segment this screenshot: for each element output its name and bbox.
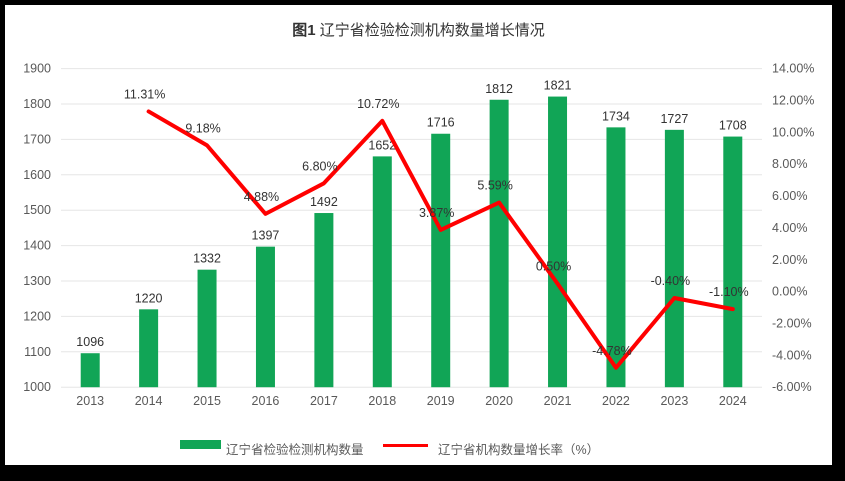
svg-text:1700: 1700: [23, 132, 51, 146]
svg-text:2013: 2013: [76, 394, 104, 408]
svg-text:1400: 1400: [23, 239, 51, 253]
svg-text:-4.00%: -4.00%: [772, 348, 812, 362]
svg-text:2014: 2014: [135, 394, 163, 408]
svg-text:2022: 2022: [602, 394, 630, 408]
svg-text:1821: 1821: [544, 79, 572, 93]
svg-text:2019: 2019: [427, 394, 455, 408]
svg-text:12.00%: 12.00%: [772, 93, 814, 107]
svg-text:-4.78%: -4.78%: [592, 344, 632, 358]
svg-text:2023: 2023: [660, 394, 688, 408]
svg-text:2.00%: 2.00%: [772, 253, 807, 267]
svg-text:1200: 1200: [23, 309, 51, 323]
svg-text:5.59%: 5.59%: [477, 179, 512, 193]
svg-text:4.88%: 4.88%: [244, 190, 279, 204]
svg-text:1716: 1716: [427, 116, 455, 130]
svg-text:1492: 1492: [310, 195, 338, 209]
svg-text:1800: 1800: [23, 97, 51, 111]
svg-text:2017: 2017: [310, 394, 338, 408]
svg-text:1727: 1727: [660, 112, 688, 126]
svg-text:4.00%: 4.00%: [772, 221, 807, 235]
svg-text:2016: 2016: [252, 394, 280, 408]
svg-text:2024: 2024: [719, 394, 747, 408]
svg-text:14.00%: 14.00%: [772, 62, 814, 76]
svg-text:1900: 1900: [23, 62, 51, 76]
svg-text:1812: 1812: [485, 82, 513, 96]
svg-text:1100: 1100: [24, 345, 51, 359]
svg-text:11.31%: 11.31%: [124, 87, 165, 101]
svg-text:1708: 1708: [719, 119, 747, 133]
svg-text:2015: 2015: [193, 394, 221, 408]
svg-text:1600: 1600: [23, 168, 51, 182]
svg-text:1220: 1220: [135, 291, 163, 305]
svg-text:1500: 1500: [23, 203, 51, 217]
svg-text:1734: 1734: [602, 109, 630, 123]
svg-text:-0.40%: -0.40%: [651, 274, 691, 288]
svg-text:0.00%: 0.00%: [772, 285, 807, 299]
svg-text:3.87%: 3.87%: [419, 206, 454, 220]
svg-text:9.18%: 9.18%: [185, 121, 220, 135]
svg-text:0.50%: 0.50%: [536, 260, 571, 274]
svg-text:1332: 1332: [193, 252, 221, 266]
svg-text:10.00%: 10.00%: [772, 125, 814, 139]
svg-text:2021: 2021: [544, 394, 572, 408]
svg-text:6.80%: 6.80%: [302, 159, 337, 173]
svg-text:2020: 2020: [485, 394, 513, 408]
svg-text:1096: 1096: [76, 335, 104, 349]
svg-text:-6.00%: -6.00%: [772, 380, 812, 394]
svg-text:1300: 1300: [23, 274, 51, 288]
svg-text:2018: 2018: [368, 394, 396, 408]
svg-text:-1.10%: -1.10%: [709, 285, 749, 299]
svg-text:8.00%: 8.00%: [772, 157, 807, 171]
svg-text:1397: 1397: [252, 229, 280, 243]
svg-text:-2.00%: -2.00%: [772, 316, 812, 330]
svg-text:10.72%: 10.72%: [357, 97, 399, 111]
svg-text:6.00%: 6.00%: [772, 189, 807, 203]
svg-text:1000: 1000: [23, 380, 51, 394]
